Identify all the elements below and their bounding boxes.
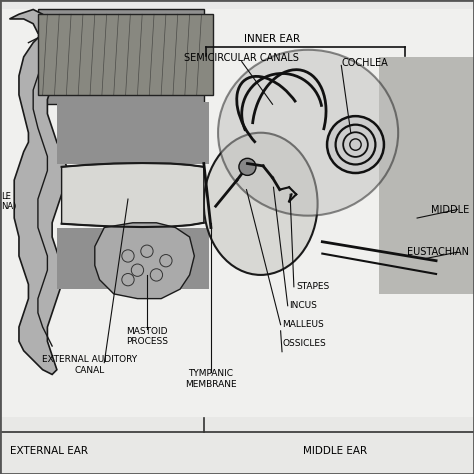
Bar bbox=[57, 228, 209, 289]
Polygon shape bbox=[62, 163, 204, 227]
Circle shape bbox=[327, 116, 384, 173]
Text: MIDDLE: MIDDLE bbox=[431, 204, 469, 215]
Polygon shape bbox=[9, 9, 66, 374]
Polygon shape bbox=[95, 223, 194, 299]
Text: MASTOID
PROCESS: MASTOID PROCESS bbox=[126, 327, 168, 346]
Text: COCHLEA: COCHLEA bbox=[341, 57, 388, 68]
Ellipse shape bbox=[218, 50, 398, 216]
Text: MALLEUS: MALLEUS bbox=[282, 320, 324, 329]
Bar bbox=[0, 417, 474, 474]
Bar bbox=[0, 9, 474, 417]
Text: EXTERNAL AUDITORY
CANAL: EXTERNAL AUDITORY CANAL bbox=[43, 356, 137, 374]
Text: INCUS: INCUS bbox=[289, 301, 317, 310]
Text: INNER EAR: INNER EAR bbox=[245, 34, 301, 44]
Text: TYMPANIC
MEMBRANE: TYMPANIC MEMBRANE bbox=[185, 370, 237, 389]
Text: OSSICLES: OSSICLES bbox=[282, 339, 326, 348]
Text: EUSTACHIAN: EUSTACHIAN bbox=[407, 247, 469, 257]
Text: LE
NA): LE NA) bbox=[1, 192, 16, 211]
Bar bbox=[38, 9, 204, 104]
Text: STAPES: STAPES bbox=[296, 283, 329, 291]
Text: SEMICIRCULAR CANALS: SEMICIRCULAR CANALS bbox=[184, 53, 299, 64]
Bar bbox=[379, 57, 474, 294]
Circle shape bbox=[239, 158, 256, 175]
Text: MIDDLE EAR: MIDDLE EAR bbox=[303, 446, 367, 456]
Ellipse shape bbox=[204, 133, 318, 275]
Bar bbox=[38, 9, 204, 104]
Bar bbox=[38, 14, 213, 95]
Bar bbox=[57, 102, 209, 164]
Text: EXTERNAL EAR: EXTERNAL EAR bbox=[10, 446, 89, 456]
